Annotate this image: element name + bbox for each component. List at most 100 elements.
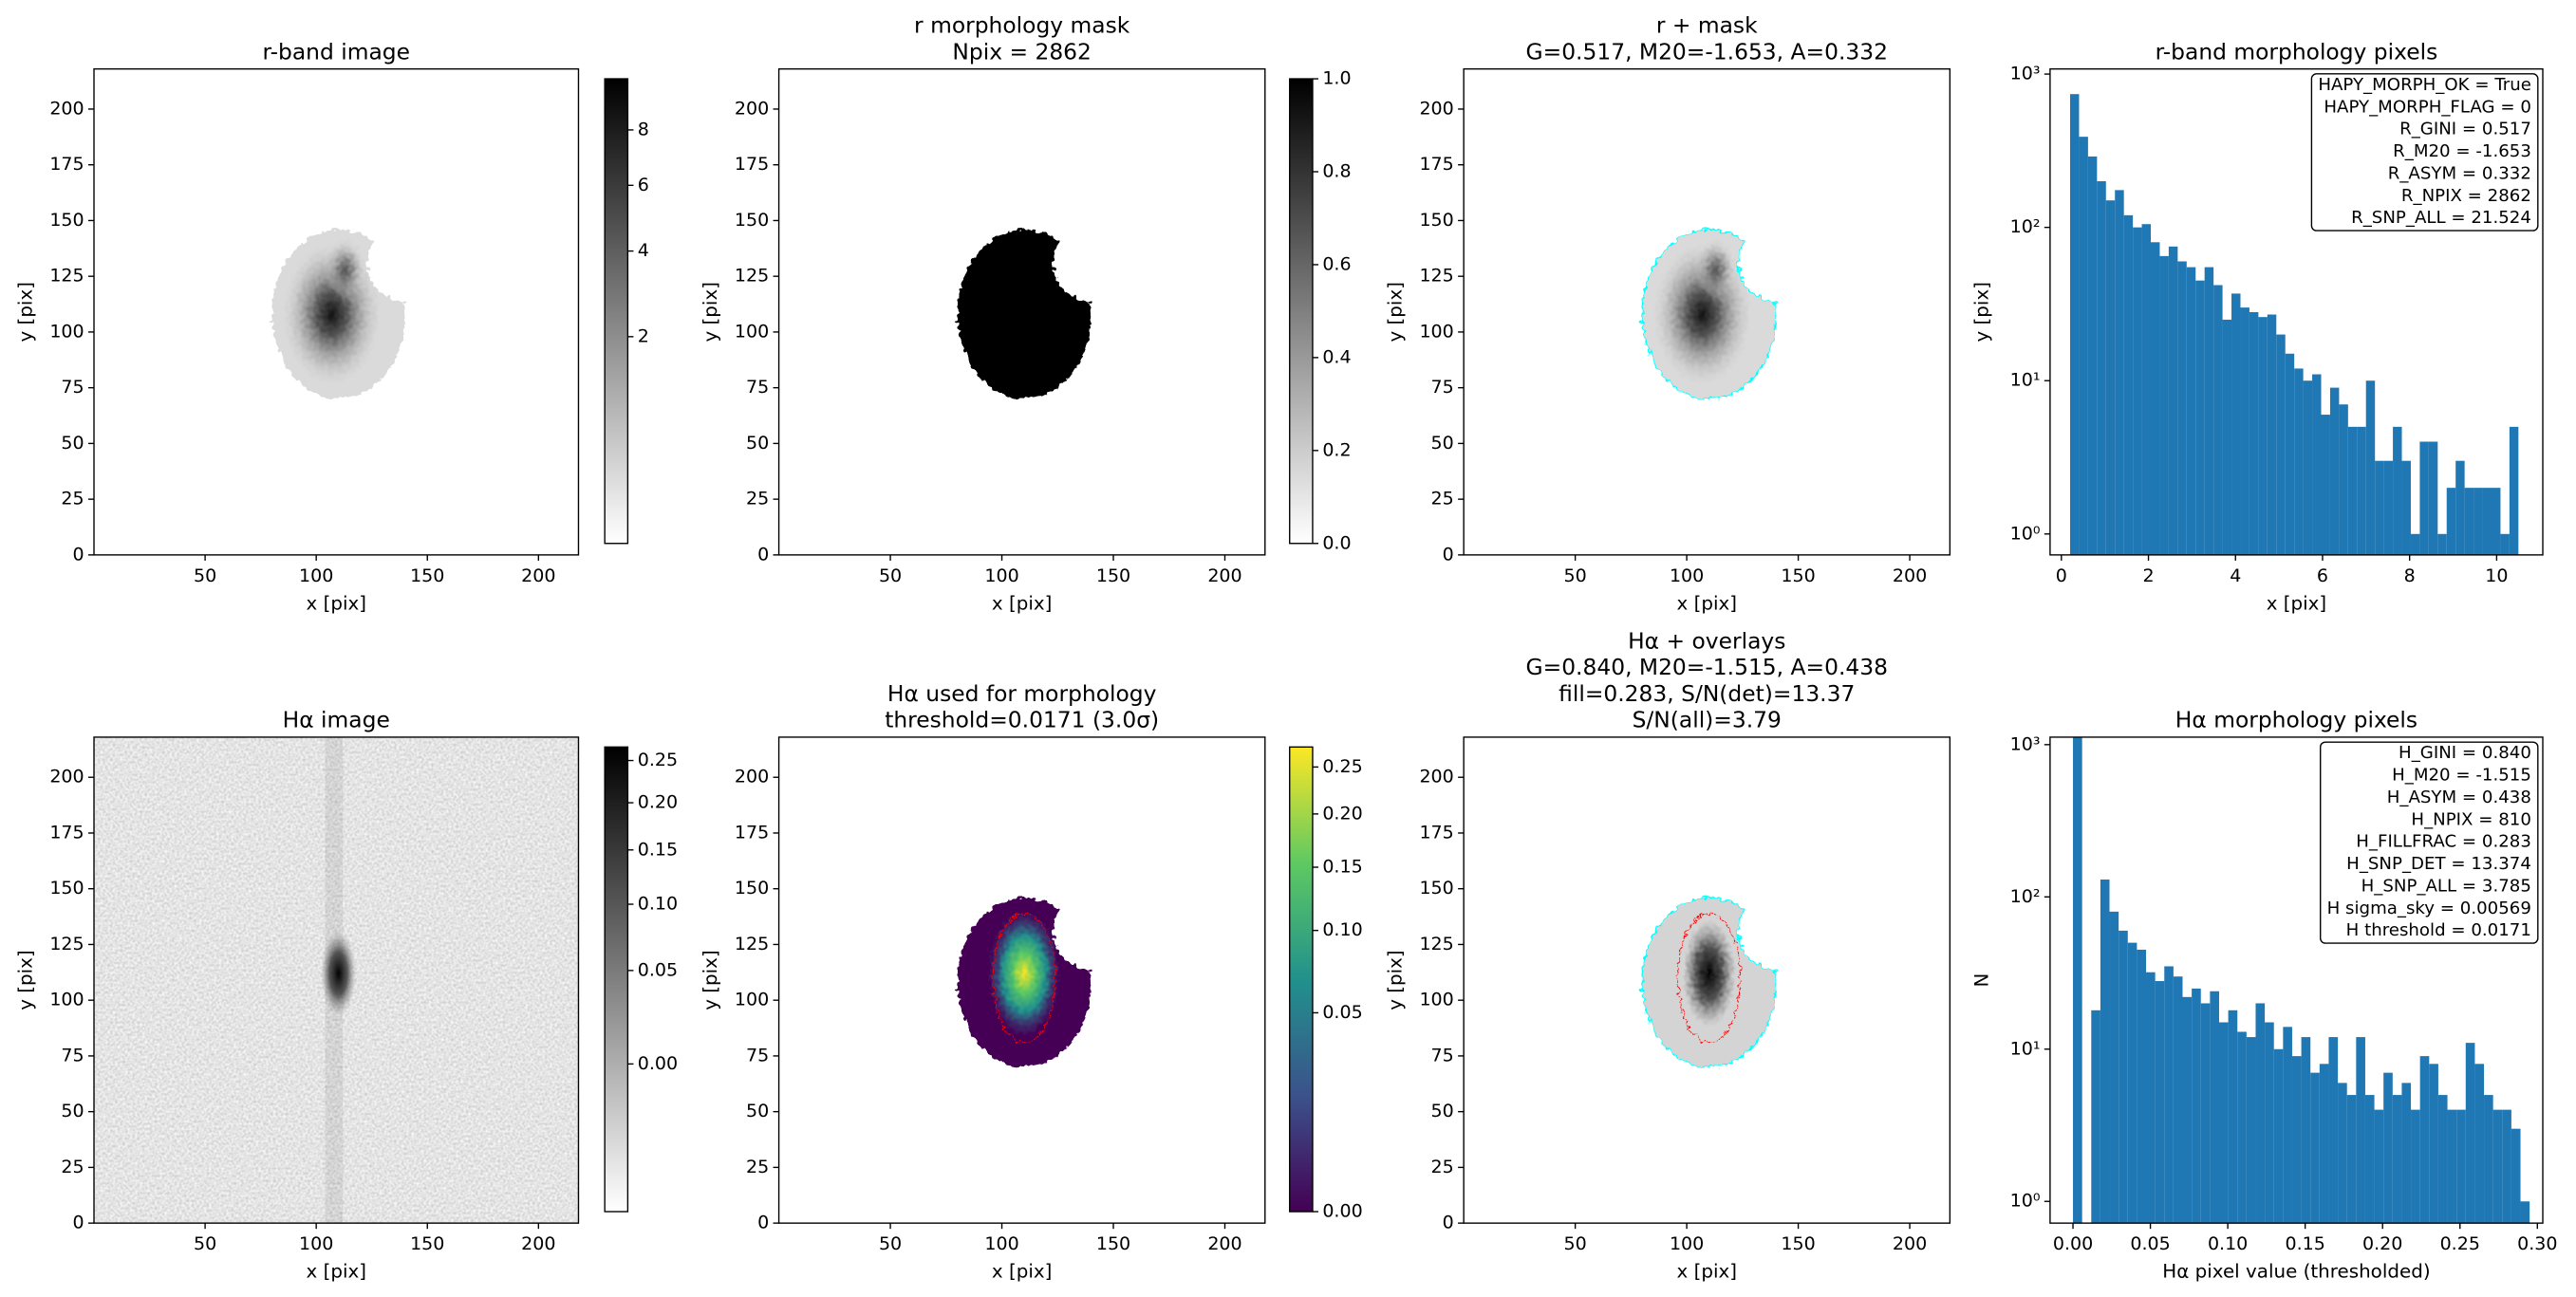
y-tick-label: 150: [1419, 878, 1453, 899]
y-axis-label: y [pix]: [700, 950, 721, 1010]
image: [1642, 893, 1814, 1066]
histogram-bar: [2491, 488, 2501, 555]
x-tick-label: 10: [2485, 565, 2508, 586]
histogram-bar: [2338, 1083, 2347, 1224]
histogram-bar: [2213, 285, 2223, 555]
annotation-line: HAPY_MORPH_OK = True: [2318, 75, 2531, 95]
y-tick-label: 125: [1419, 934, 1453, 954]
histogram-bar: [2186, 267, 2196, 555]
y-tick-label: 150: [735, 878, 769, 899]
histogram-bar: [2151, 242, 2160, 555]
y-tick-label: 175: [735, 154, 769, 175]
y-tick-label: 75: [746, 377, 769, 398]
x-tick-label: 0: [2056, 565, 2067, 586]
y-tick-label: 75: [746, 1045, 769, 1065]
annotation-line: H_NPIX = 810: [2411, 809, 2530, 829]
colorbar-tick-label: 0.00: [638, 1053, 678, 1074]
source-core: [988, 911, 1060, 1036]
histogram-bar: [2127, 942, 2137, 1224]
histogram-bar: [2255, 1003, 2266, 1224]
colorbar-tick-label: 0.10: [1322, 919, 1362, 940]
histogram-bar: [2482, 488, 2492, 555]
annotation-line: HAPY_MORPH_FLAG = 0: [2324, 97, 2531, 117]
panel-title: Npix = 2862: [952, 38, 1092, 65]
histogram-bar: [2137, 949, 2147, 1224]
source-core: [1682, 919, 1736, 1028]
colorbar-tick-label: 6: [638, 175, 649, 195]
axes-frame: [93, 736, 580, 1224]
panel-title: r-band morphology pixels: [2156, 38, 2438, 65]
image-masked: [1642, 898, 1777, 1067]
y-tick-label: 50: [61, 433, 84, 454]
y-tick-label: 175: [49, 822, 84, 843]
image-masked: [957, 898, 1092, 1067]
colorbar-tick-label: 0.05: [638, 959, 678, 980]
histogram-bar: [2218, 1022, 2229, 1224]
panel-title: Hα morphology pixels: [2175, 707, 2417, 733]
colorbar: [1289, 78, 1314, 545]
histogram-bar: [2283, 1027, 2292, 1224]
image-rough: [1642, 229, 1777, 399]
plot-area: [94, 68, 579, 555]
histogram-bar: [2115, 190, 2124, 555]
histogram-bar: [2464, 488, 2474, 555]
y-tick-label: 0: [1443, 544, 1454, 565]
colorbar-tick-label: 0.6: [1322, 253, 1351, 274]
x-tick-label: 150: [1096, 565, 1130, 586]
x-axis-label: x [pix]: [992, 592, 1053, 614]
histogram-bar: [2437, 533, 2447, 555]
y-tick-label: 25: [746, 1157, 769, 1177]
histogram-bar: [2312, 374, 2322, 555]
y-tick-label: 100: [1419, 321, 1453, 342]
histogram-bar: [2231, 293, 2241, 555]
x-tick-label: 4: [2230, 565, 2241, 586]
y-axis-label: N: [1970, 973, 1992, 988]
y-tick-label: 10¹: [2010, 1038, 2041, 1059]
x-tick-label: 50: [879, 1233, 902, 1254]
x-tick-label: 150: [1781, 1233, 1815, 1254]
axes-frame: [2049, 736, 2544, 1224]
histogram-bar: [2465, 1043, 2475, 1224]
x-tick-label: 50: [194, 565, 216, 586]
y-tick-label: 75: [1431, 1045, 1454, 1065]
colorbar-tick-label: 8: [638, 119, 649, 139]
histogram-bar: [2069, 94, 2080, 555]
colorbar-tick-label: 0.0: [1322, 532, 1351, 553]
x-tick-label: 50: [1564, 1233, 1587, 1254]
histogram-bar: [2484, 1095, 2493, 1224]
histogram-bar: [2392, 1095, 2402, 1224]
annotation-line: H_ASYM = 0.438: [2387, 787, 2531, 807]
histogram-bar: [2249, 311, 2259, 555]
x-tick-label: 0.05: [2130, 1233, 2170, 1254]
annotation-line: H_GINI = 0.840: [2399, 743, 2531, 763]
x-axis-label: x [pix]: [1676, 1261, 1737, 1283]
histogram-bar: [2265, 1022, 2274, 1224]
x-tick-label: 0.20: [2362, 1233, 2402, 1254]
panel-title: Hα + overlays: [1628, 628, 1785, 655]
histogram-bar: [2301, 1037, 2311, 1224]
x-tick-label: 200: [1893, 565, 1927, 586]
histogram-bar: [2500, 533, 2510, 555]
y-tick-label: 125: [49, 934, 84, 954]
annotation-line: H_SNP_DET = 13.374: [2346, 854, 2531, 874]
histogram-bar: [2383, 460, 2394, 555]
mask-outline: [1642, 893, 1814, 1066]
histogram-bar: [2294, 368, 2304, 555]
histogram-bar: [2222, 319, 2232, 555]
histogram-bar: [2319, 1064, 2329, 1224]
y-tick-label: 200: [735, 98, 769, 119]
y-tick-label: 175: [1419, 822, 1453, 843]
y-tick-label: 125: [735, 266, 769, 287]
x-tick-label: 200: [521, 565, 555, 586]
y-tick-label: 100: [1419, 990, 1453, 1010]
histogram-bar: [2246, 1037, 2256, 1224]
histogram-bar: [2210, 991, 2219, 1224]
colorbar-tick-label: 4: [638, 240, 649, 261]
y-tick-label: 75: [61, 377, 84, 398]
x-tick-label: 50: [879, 565, 902, 586]
y-tick-label: 50: [61, 1101, 84, 1121]
y-axis-label: y [pix]: [700, 282, 721, 343]
panel-title: G=0.840, M20=-1.515, A=0.438: [1526, 654, 1888, 680]
x-tick-label: 2: [2142, 565, 2154, 586]
